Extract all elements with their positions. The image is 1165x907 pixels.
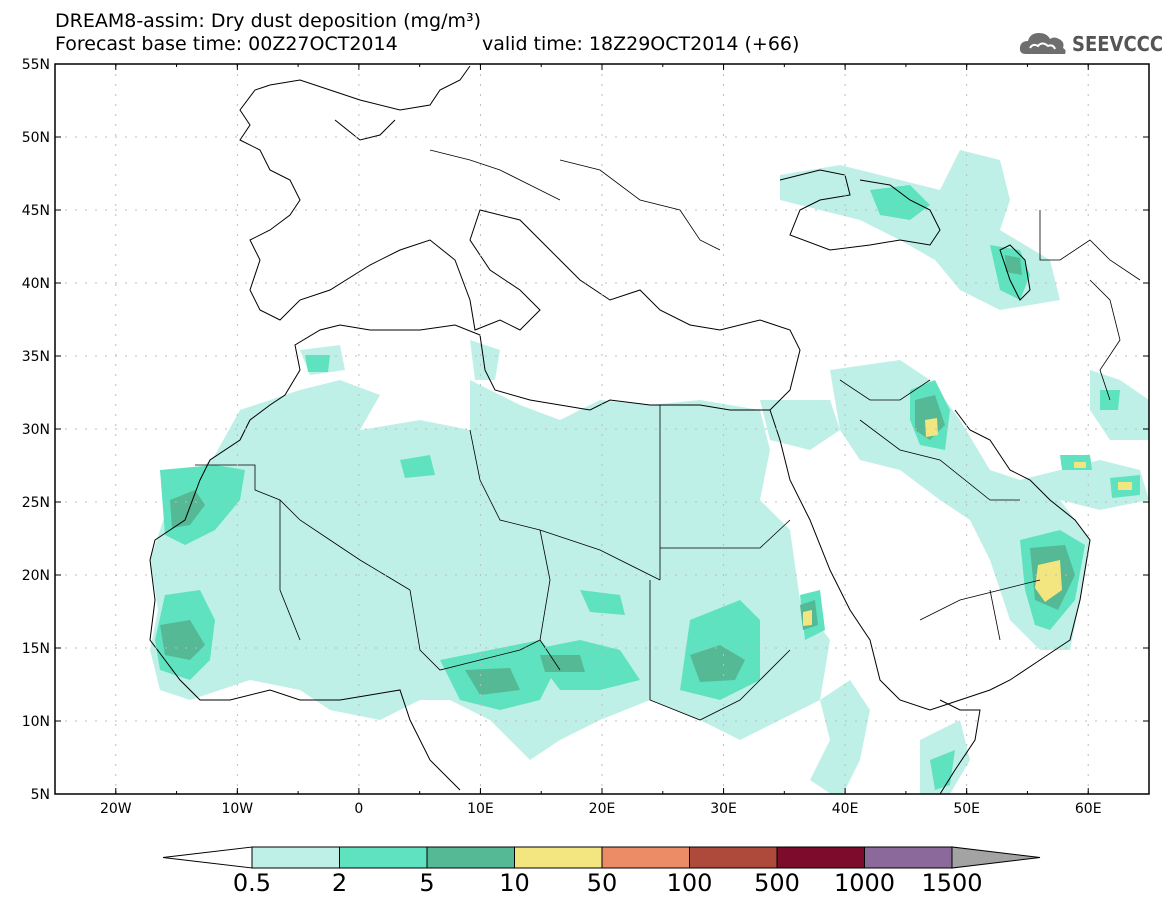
- lon-label: 40E: [832, 801, 859, 817]
- dust-field: [150, 150, 1149, 794]
- cloud-icon: [1019, 33, 1066, 54]
- colorbar: 0.5 2 5 10 50 100 500 1000 1500: [162, 846, 1041, 897]
- colorbar-label: 100: [667, 869, 713, 897]
- lat-label: 50N: [22, 130, 50, 146]
- dust-level-10: [803, 418, 1132, 626]
- lon-label: 20W: [100, 801, 132, 817]
- colorbar-segment: [514, 846, 603, 869]
- colorbar-over-arrow: [951, 846, 1041, 869]
- axis-ticks: 55N 50N 45N 40N 35N 30N 25N 20N 15N 10N 5N 20W 10W 0 1…: [22, 57, 1150, 817]
- colorbar-segment: [251, 846, 340, 869]
- colorbar-segment: [689, 846, 778, 869]
- colorbar-label: 2: [332, 869, 347, 897]
- lat-label: 45N: [22, 203, 50, 219]
- colorbar-segment: [426, 846, 515, 869]
- lat-label: 40N: [22, 276, 50, 292]
- colorbar-segment: [776, 846, 865, 869]
- colorbar-segment: [864, 846, 953, 869]
- lat-label: 20N: [22, 568, 50, 584]
- lon-label: 60E: [1075, 801, 1102, 817]
- colorbar-label: 1500: [921, 869, 982, 897]
- seevccc-logo: SEEVCCC: [1018, 28, 1163, 58]
- forecast-base-time: Forecast base time: 00Z27OCT2014: [55, 33, 398, 55]
- country-borders: [195, 149, 1141, 721]
- colorbar-label: 500: [754, 869, 800, 897]
- colorbar-label: 0.5: [233, 869, 271, 897]
- lon-label: 30E: [710, 801, 737, 817]
- colorbar-label: 10: [499, 869, 530, 897]
- logo-text: SEEVCCC: [1072, 32, 1164, 56]
- valid-time: valid time: 18Z29OCT2014 (+66): [482, 33, 800, 55]
- map-title: DREAM8-assim: Dry dust deposition (mg/m³…: [55, 10, 482, 32]
- lat-label: 10N: [22, 714, 50, 730]
- lat-label: 15N: [22, 641, 50, 657]
- lon-label: 20E: [589, 801, 616, 817]
- colorbar-under-arrow: [162, 846, 253, 869]
- lat-label: 30N: [22, 422, 50, 438]
- lat-label: 25N: [22, 495, 50, 511]
- lon-label: 50E: [953, 801, 980, 817]
- lon-label: 10E: [467, 801, 494, 817]
- colorbar-segment: [601, 846, 690, 869]
- map-grid: [55, 64, 1149, 794]
- colorbar-segment: [339, 846, 428, 869]
- lat-label: 35N: [22, 349, 50, 365]
- lon-label: 10W: [221, 801, 253, 817]
- coastlines: [149, 65, 1091, 794]
- colorbar-label: 5: [419, 869, 434, 897]
- lat-label: 55N: [22, 57, 50, 73]
- lon-label: 0: [354, 801, 363, 817]
- lat-label: 5N: [31, 787, 50, 803]
- colorbar-label: 1000: [834, 869, 895, 897]
- colorbar-label: 50: [587, 869, 618, 897]
